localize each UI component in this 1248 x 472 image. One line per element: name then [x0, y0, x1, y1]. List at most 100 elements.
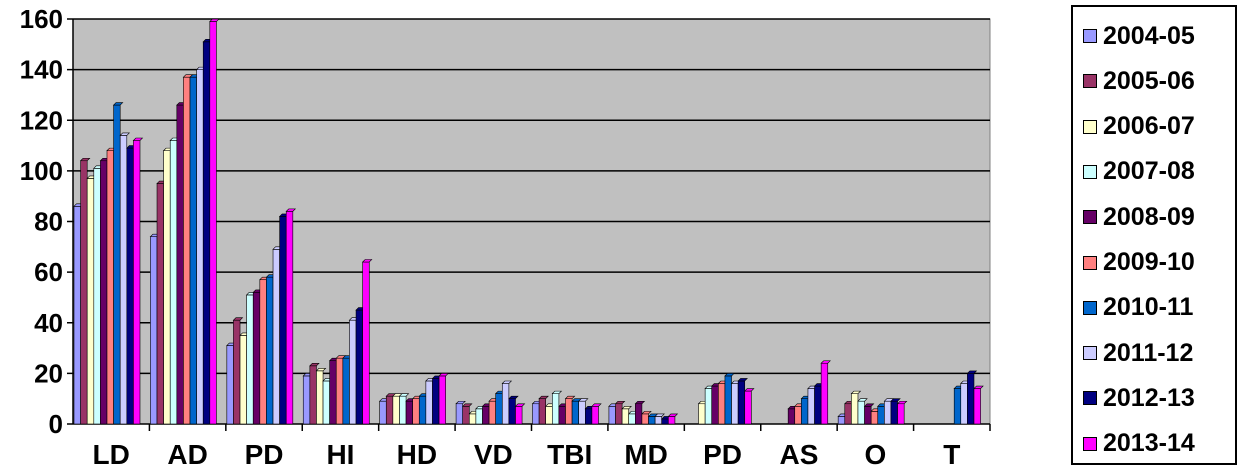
- bar: [349, 319, 357, 425]
- bar-top: [564, 395, 576, 399]
- bar: [362, 261, 370, 425]
- bar: [724, 375, 732, 425]
- bar: [648, 416, 656, 425]
- legend-swatch: [1083, 210, 1097, 225]
- bar: [252, 292, 261, 425]
- bar-top: [551, 390, 563, 394]
- bar-top: [654, 413, 665, 417]
- bar: [113, 104, 121, 425]
- bar: [621, 408, 630, 425]
- bar: [379, 400, 387, 425]
- y-tick-label: 120: [20, 105, 63, 135]
- bar: [661, 418, 669, 425]
- legend-swatch: [1083, 300, 1097, 315]
- x-tick-label: LD: [93, 439, 130, 470]
- bar: [163, 150, 171, 425]
- bar-top: [119, 132, 131, 136]
- bar: [266, 276, 274, 425]
- bar: [169, 140, 178, 425]
- bar-top: [577, 398, 589, 402]
- bar-top: [621, 406, 632, 410]
- bar: [226, 345, 234, 425]
- bar-top: [744, 388, 755, 392]
- bar-top: [315, 368, 327, 372]
- bar: [342, 357, 350, 425]
- bar: [801, 398, 809, 425]
- bar-top: [361, 259, 373, 263]
- bar: [698, 403, 706, 425]
- bar: [731, 383, 739, 425]
- bar: [635, 403, 643, 425]
- bar: [119, 135, 128, 425]
- bar: [960, 383, 968, 425]
- x-tick-label: VD: [474, 439, 513, 470]
- bar: [73, 206, 81, 425]
- bar-top: [112, 102, 124, 106]
- legend-swatch: [1083, 74, 1097, 89]
- bar: [704, 388, 713, 425]
- legend-item: 2007-08: [1083, 157, 1195, 187]
- bar: [468, 413, 477, 425]
- x-tick-label: HD: [397, 439, 437, 470]
- x-tick-label: TBI: [547, 439, 592, 470]
- bar: [953, 388, 962, 425]
- bar: [246, 294, 254, 425]
- bar: [432, 378, 440, 425]
- bar: [86, 178, 95, 425]
- bar: [877, 405, 885, 425]
- y-tick-label: 80: [34, 207, 63, 237]
- legend-swatch: [1083, 346, 1097, 361]
- bar: [285, 211, 294, 425]
- bar-top: [538, 395, 549, 399]
- bar: [209, 21, 217, 425]
- bar-top: [863, 403, 875, 407]
- bar: [851, 393, 859, 425]
- bar: [737, 380, 746, 425]
- bar: [584, 408, 593, 425]
- bar: [385, 395, 394, 425]
- y-tick-label: 60: [34, 257, 63, 287]
- bar: [239, 335, 247, 425]
- legend-item: 2006-07: [1083, 112, 1195, 142]
- legend-item: 2011-12: [1083, 338, 1193, 368]
- legend-swatch: [1083, 436, 1097, 451]
- bar: [488, 400, 496, 425]
- bar-top: [132, 137, 144, 141]
- legend-label: 2010-11: [1103, 293, 1194, 322]
- legend-label: 2009-10: [1103, 248, 1195, 276]
- bar: [133, 140, 141, 425]
- legend-item: 2010-11: [1083, 293, 1193, 323]
- bar-top: [890, 398, 901, 402]
- legend: 2004-05 2005-06 2006-07 2007-08 2008-09 2009-…: [1071, 5, 1237, 465]
- legend-label: 2011-12: [1103, 338, 1194, 367]
- bar: [462, 405, 470, 425]
- bar-top: [724, 373, 735, 377]
- bar: [515, 405, 523, 425]
- bar: [890, 400, 898, 425]
- y-tick-label: 40: [34, 308, 63, 338]
- bar: [322, 380, 330, 425]
- y-tick-label: 140: [20, 55, 63, 85]
- bar: [538, 398, 546, 425]
- bar: [884, 400, 892, 425]
- bar: [93, 168, 101, 425]
- bar: [329, 360, 337, 425]
- bar: [150, 236, 158, 425]
- bar: [558, 405, 566, 425]
- x-tick-label: AD: [167, 439, 207, 470]
- bar-chart: 0 20 40 60 80 100 120 140 160 LD AD PD HI HD VD TBI MD PD…: [20, 4, 991, 470]
- legend-item: 2005-06: [1083, 66, 1195, 96]
- bar-top: [850, 390, 862, 394]
- bar: [967, 373, 975, 425]
- bar: [532, 403, 540, 425]
- bar: [787, 408, 796, 425]
- x-tick-label: O: [864, 439, 886, 470]
- bar: [864, 405, 872, 425]
- bar-top: [508, 395, 519, 399]
- bar: [551, 393, 560, 425]
- bar: [418, 395, 427, 425]
- bar: [668, 416, 676, 425]
- bar-top: [461, 403, 473, 407]
- bar: [711, 385, 719, 425]
- legend-label: 2013-14: [1103, 429, 1195, 458]
